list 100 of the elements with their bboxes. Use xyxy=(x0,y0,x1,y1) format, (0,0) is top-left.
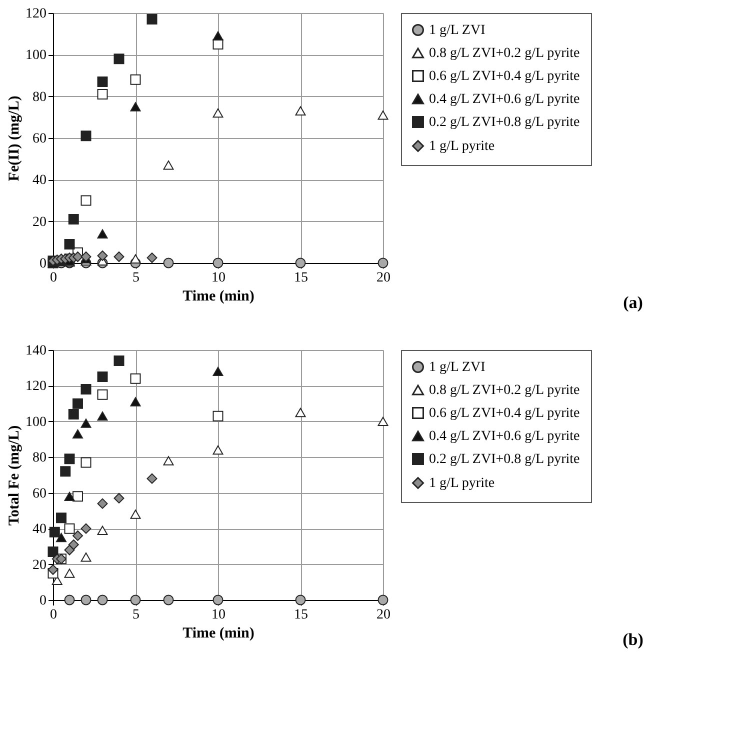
point xyxy=(212,108,224,118)
point xyxy=(130,510,141,519)
point xyxy=(97,526,108,535)
point xyxy=(72,429,83,439)
y-tick-label: 0 xyxy=(40,256,46,272)
x-axis-title: Time (min) xyxy=(182,288,254,304)
point xyxy=(212,445,224,455)
y-tick-label: 80 xyxy=(32,450,46,466)
y-tick-label: 40 xyxy=(32,522,46,538)
legend-label: 0.6 g/L ZVI+0.4 g/L pyrite xyxy=(429,69,580,84)
y-tick-label: 60 xyxy=(32,486,46,502)
text: (b) xyxy=(622,630,644,649)
point xyxy=(97,498,108,509)
point xyxy=(378,594,388,606)
point xyxy=(130,594,141,606)
point xyxy=(130,397,141,406)
point xyxy=(97,229,108,238)
point xyxy=(97,250,108,261)
text: (a) xyxy=(623,293,643,312)
point xyxy=(64,239,75,250)
point xyxy=(97,411,108,421)
point xyxy=(295,106,306,116)
point xyxy=(72,530,83,541)
x-tick-label: 10 xyxy=(212,270,226,286)
point xyxy=(212,594,224,606)
point xyxy=(163,456,174,466)
point xyxy=(56,512,66,524)
point xyxy=(60,466,71,477)
x-tick-label: 10 xyxy=(212,608,226,622)
point xyxy=(295,408,306,418)
point xyxy=(114,492,124,504)
point xyxy=(64,492,75,502)
point xyxy=(163,160,174,170)
legend-label: 0.2 g/L ZVI+0.8 g/L pyrite xyxy=(429,452,580,467)
y-tick-label: 60 xyxy=(32,132,46,146)
legend-label: 1 g/L pyrite xyxy=(429,476,495,491)
point xyxy=(212,31,224,41)
point xyxy=(49,526,60,538)
y-tick-label: 40 xyxy=(32,173,46,188)
point xyxy=(80,594,92,606)
y-tick-label: 120 xyxy=(26,6,46,22)
y-tick-label: 120 xyxy=(26,379,46,394)
point xyxy=(146,473,158,484)
legend-label: 0.2 g/L ZVI+0.8 g/L pyrite xyxy=(429,115,580,130)
point xyxy=(212,410,224,422)
point xyxy=(48,564,58,575)
point xyxy=(146,252,158,264)
y-tick-label: 0 xyxy=(40,594,46,608)
point xyxy=(80,384,92,395)
x-tick-label: 15 xyxy=(294,608,308,622)
point xyxy=(130,373,141,384)
legend-label: 0.4 g/L ZVI+0.6 g/L pyrite xyxy=(429,92,580,107)
point xyxy=(80,457,92,468)
y-tick-label: 80 xyxy=(32,90,46,105)
point xyxy=(130,74,141,85)
point xyxy=(80,552,92,562)
point xyxy=(97,372,108,382)
point xyxy=(97,89,108,100)
point xyxy=(64,568,75,578)
y-tick-label: 20 xyxy=(32,214,46,230)
legend-label: 0.4 g/L ZVI+0.6 g/L pyrite xyxy=(429,429,580,444)
point xyxy=(68,214,79,224)
y-tick-label: 100 xyxy=(26,48,46,64)
point xyxy=(80,195,92,206)
point xyxy=(212,258,224,268)
point xyxy=(295,594,306,606)
point xyxy=(80,418,92,428)
legend-label: 1 g/L ZVI xyxy=(429,360,486,375)
x-tick-label: 0 xyxy=(50,608,57,622)
legend-label: 0.8 g/L ZVI+0.2 g/L pyrite xyxy=(429,46,580,61)
point xyxy=(114,355,124,366)
point xyxy=(68,539,79,550)
legend-label: 0.6 g/L ZVI+0.4 g/L pyrite xyxy=(429,406,580,421)
point xyxy=(295,258,306,268)
point xyxy=(72,398,83,409)
point xyxy=(52,576,62,585)
point xyxy=(56,532,66,542)
x-tick-label: 5 xyxy=(132,608,140,622)
point xyxy=(212,366,224,376)
x-axis-title: Time (min) xyxy=(182,626,254,642)
x-tick-label: 20 xyxy=(376,608,390,622)
point xyxy=(378,110,388,120)
x-tick-label: 20 xyxy=(376,270,390,286)
point xyxy=(378,416,388,426)
point xyxy=(68,409,79,420)
point xyxy=(114,54,124,64)
y-axis-title: Total Fe (mg/L) xyxy=(6,425,22,526)
x-tick-label: 15 xyxy=(294,270,308,286)
point xyxy=(64,523,75,534)
legend-label: 1 g/L pyrite xyxy=(429,139,495,154)
y-tick-label: 20 xyxy=(32,558,46,573)
point xyxy=(130,102,141,112)
point xyxy=(163,258,174,268)
legend-label: 1 g/L ZVI xyxy=(429,23,486,38)
point xyxy=(163,594,174,606)
point xyxy=(130,254,141,264)
x-tick-label: 0 xyxy=(50,270,57,286)
y-axis-title: Fe(II) (mg/L) xyxy=(6,96,22,182)
point xyxy=(64,594,75,606)
point xyxy=(97,76,108,87)
